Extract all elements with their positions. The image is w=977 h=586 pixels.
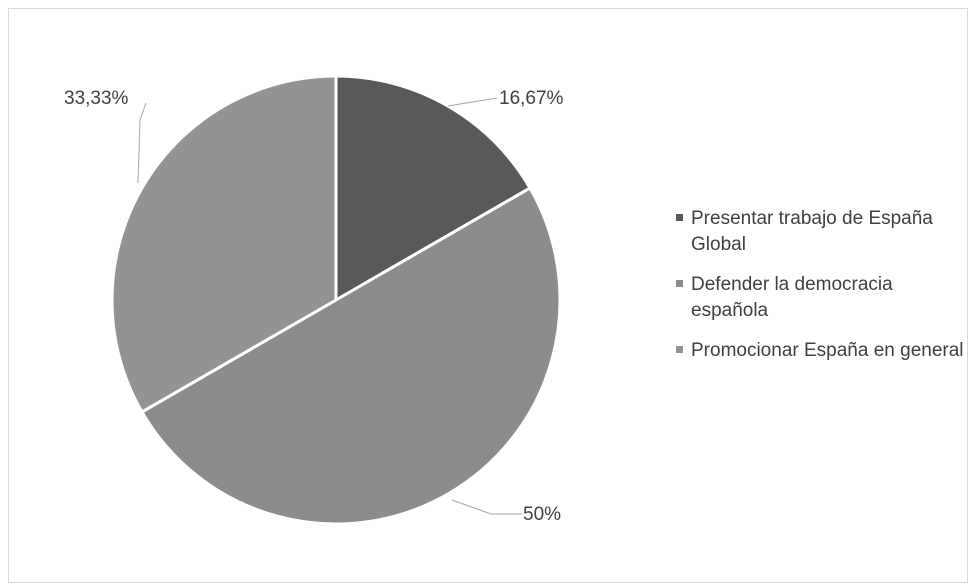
- pie-slice-2: [139, 185, 562, 526]
- legend-label: Promocionar España en general: [691, 340, 964, 361]
- data-label-3: 33,33%: [64, 88, 129, 109]
- legend-swatch: [676, 214, 683, 221]
- legend-item-2: Defender la democracia española: [676, 272, 966, 324]
- pie-slice-3: [110, 74, 338, 415]
- legend-swatch: [676, 280, 683, 287]
- legend-item-1: Presentar trabajo de España Global: [676, 206, 966, 258]
- legend-item-3: Promocionar España en general: [676, 338, 966, 364]
- leader-line-2: [451, 499, 522, 515]
- legend-label: Defender la democracia española: [691, 274, 893, 321]
- leader-line-1: [447, 97, 498, 107]
- legend-swatch: [676, 346, 683, 353]
- legend: Presentar trabajo de España Global Defend…: [676, 206, 966, 378]
- pie-slice-1: [334, 74, 533, 303]
- data-label-1: 16,67%: [499, 88, 564, 109]
- leader-line-3: [137, 102, 147, 184]
- data-label-2: 50%: [523, 504, 561, 525]
- legend-label: Presentar trabajo de España Global: [691, 208, 933, 255]
